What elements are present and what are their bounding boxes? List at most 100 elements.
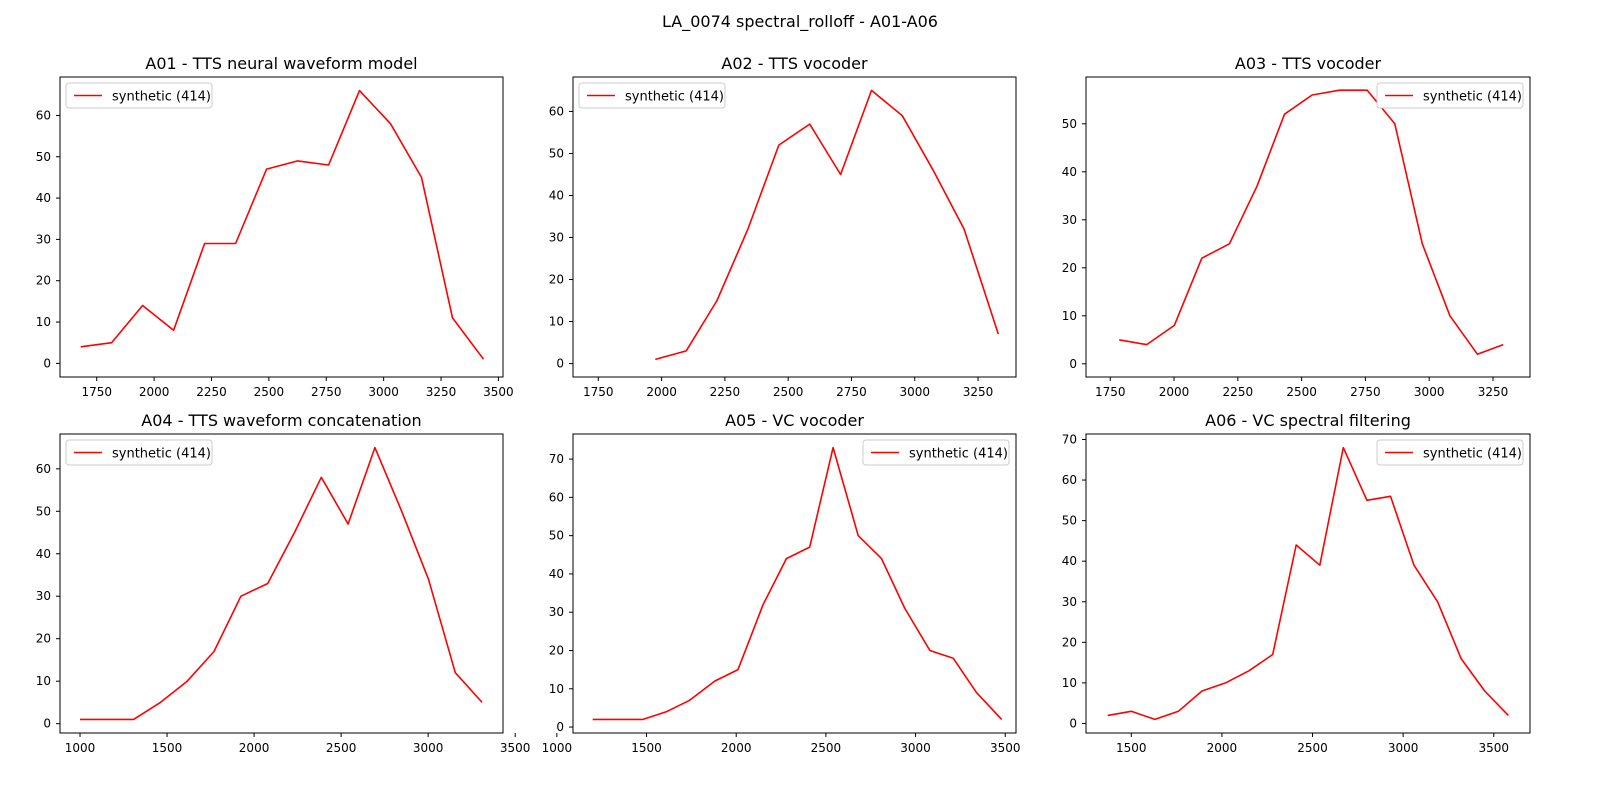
legend-box [862,439,1010,466]
y-tick-label: 10 [549,315,564,329]
y-tick-label: 0 [1069,716,1077,730]
axes-frame [572,433,1017,734]
legend-box [1376,439,1524,466]
legend-label: synthetic (414) [1423,447,1522,462]
series-line [1119,89,1504,356]
legend-label: synthetic (414) [112,447,211,462]
x-tick-label: 3500 [500,741,531,755]
y-tick-label: 40 [549,567,564,581]
legend-label: synthetic (414) [625,90,724,105]
y-tick-label: 50 [36,504,51,518]
y-tick-label: 10 [1062,309,1077,323]
x-tick-label: 3000 [368,385,399,399]
y-tick-label: 10 [36,315,51,329]
x-tick-label: 3000 [1388,741,1419,755]
x-tick-label: 1500 [1116,741,1147,755]
x-tick-label: 2000 [721,741,752,755]
subplot-title: A05 - VC vocoder [725,411,864,430]
subplot-title: A03 - TTS vocoder [1235,54,1382,73]
axes-frame [1085,76,1531,378]
x-tick-label: 3000 [413,741,444,755]
x-tick-label: 2750 [836,385,867,399]
x-tick-label: 2250 [710,385,741,399]
y-tick-label: 30 [549,605,564,619]
y-tick-label: 40 [549,188,564,202]
x-tick-label: 2750 [1350,385,1381,399]
y-tick-label: 0 [1069,357,1077,371]
y-tick-label: 40 [36,191,51,205]
y-tick-label: 60 [549,104,564,118]
x-tick-label: 3000 [899,385,930,399]
y-tick-label: 10 [549,682,564,696]
legend: synthetic (414) [65,439,213,466]
x-tick-label: 3500 [990,741,1021,755]
y-tick-label: 20 [1062,261,1077,275]
x-tick-label: 1750 [1095,385,1126,399]
y-tick-label: 0 [43,717,51,731]
x-tick-label: 3500 [483,385,514,399]
series-line [592,446,1003,721]
series-line [655,89,1000,361]
x-tick-label: 3000 [900,741,931,755]
y-tick-label: 70 [549,452,564,466]
x-tick-label: 2750 [311,385,342,399]
x-tick-label: 1000 [65,741,96,755]
y-tick-label: 60 [36,108,51,122]
axes-frame [59,76,504,378]
y-tick-label: 50 [1062,117,1077,131]
legend-box [65,82,213,109]
series-line [80,446,483,721]
y-tick-label: 30 [549,231,564,245]
y-tick-label: 20 [549,643,564,657]
x-tick-label: 2500 [1286,385,1317,399]
x-tick-label: 2000 [239,741,270,755]
y-tick-label: 60 [1062,473,1077,487]
y-tick-label: 30 [36,232,51,246]
x-tick-label: 2500 [811,741,842,755]
y-tick-label: 50 [549,529,564,543]
legend-label: synthetic (414) [1423,90,1522,105]
x-tick-label: 3500 [1478,741,1509,755]
subplot-title: A02 - TTS vocoder [721,54,868,73]
y-tick-label: 0 [556,720,564,734]
y-tick-label: 30 [1062,213,1077,227]
y-tick-label: 0 [556,357,564,371]
y-tick-label: 40 [1062,165,1077,179]
legend: synthetic (414) [578,82,726,109]
y-tick-label: 50 [549,146,564,160]
y-tick-label: 20 [36,274,51,288]
x-tick-label: 2500 [254,385,285,399]
x-tick-label: 3250 [963,385,994,399]
x-tick-label: 2250 [196,385,227,399]
y-tick-label: 20 [1062,635,1077,649]
x-tick-label: 1500 [152,741,183,755]
x-tick-label: 3250 [1478,385,1509,399]
subplot-4: A04 - TTS waveform concatenation 1000 1500… [36,411,531,755]
legend-box [65,439,213,466]
subplot-title: A06 - VC spectral filtering [1205,411,1411,430]
y-tick-label: 60 [36,462,51,476]
x-tick-label: 2000 [1159,385,1190,399]
subplot-title: A01 - TTS neural waveform model [145,54,417,73]
subplot-3: A03 - TTS vocoder 1750 2000 2250 2500 2750 30 0… [1062,54,1531,399]
y-tick-label: 20 [549,273,564,287]
figure-title: LA_0074 spectral_rolloff - A01-A06 [662,12,938,31]
y-tick-label: 30 [36,589,51,603]
axes-frame [1085,433,1531,734]
legend-box [1376,82,1524,109]
y-tick-label: 30 [1062,595,1077,609]
y-tick-label: 40 [1062,554,1077,568]
legend: synthetic (414) [862,439,1010,466]
x-tick-label: 2250 [1223,385,1254,399]
x-tick-label: 1750 [81,385,112,399]
x-tick-label: 2000 [646,385,677,399]
x-tick-label: 2500 [1297,741,1328,755]
x-tick-label: 2000 [139,385,170,399]
legend: synthetic (414) [65,82,213,109]
y-tick-label: 10 [36,674,51,688]
legend: synthetic (414) [1376,82,1524,109]
y-tick-label: 70 [1062,432,1077,446]
x-tick-label: 1000 [542,741,573,755]
x-tick-label: 2000 [1207,741,1238,755]
